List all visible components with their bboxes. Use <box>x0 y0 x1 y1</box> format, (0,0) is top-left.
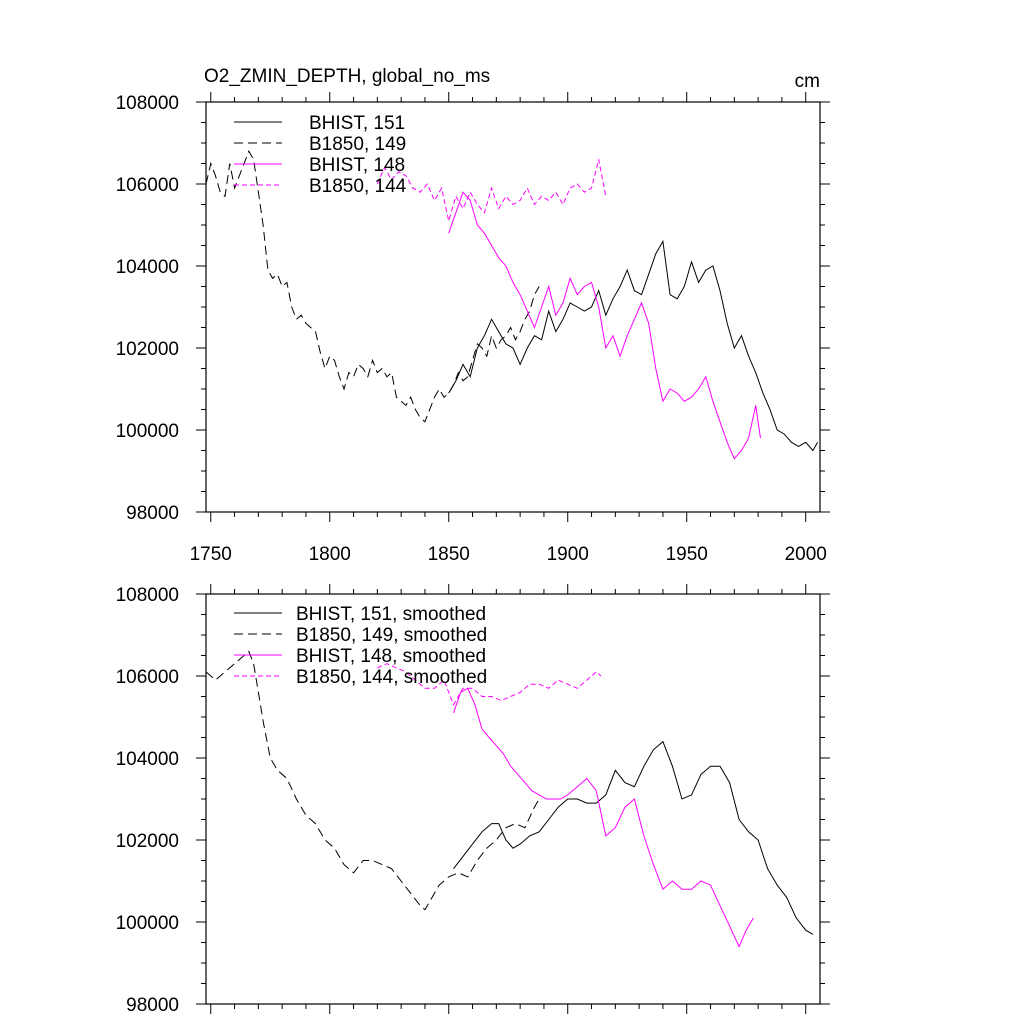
y-tick-label: 100000 <box>116 913 179 934</box>
legend-label: B1850, 149 <box>309 134 406 155</box>
y-tick-label: 104000 <box>116 749 179 770</box>
plot-title: O2_ZMIN_DEPTH, global_no_ms <box>204 66 490 87</box>
legend-label: B1850, 144, smoothed <box>296 667 487 688</box>
y-tick-label: 104000 <box>116 257 179 278</box>
top-plot-panel: O2_ZMIN_DEPTH, global_no_ms cm 98000 100… <box>116 66 830 565</box>
legend: BHIST, 151 B1850, 149 BHIST, 148 B1850, … <box>234 113 407 197</box>
y-tick-label: 98000 <box>126 995 179 1016</box>
y-tick-label: 102000 <box>116 339 179 360</box>
series-line-b1850-144-smoothed <box>377 663 602 706</box>
legend-label: BHIST, 151 <box>309 113 405 134</box>
y-tick-label: 100000 <box>116 421 179 442</box>
x-tick-label: 1950 <box>666 544 708 565</box>
y-tick-label: 98000 <box>126 503 179 524</box>
bottom-plot-panel: 98000 100000 102000 104000 106000 108000… <box>116 584 830 1016</box>
x-tick-label: 1750 <box>190 544 232 565</box>
x-tick-label: 2000 <box>785 544 827 565</box>
series-line-bhist-151 <box>448 239 819 452</box>
x-tick-label: 1850 <box>428 544 470 565</box>
x-tick-labels: 1750 1800 1850 1900 1950 2000 <box>190 544 827 565</box>
plot-frame <box>205 101 821 513</box>
series-lines <box>205 650 814 948</box>
legend-label: BHIST, 151, smoothed <box>296 604 486 625</box>
x-tick-label: 1900 <box>547 544 589 565</box>
legend-label: BHIST, 148 <box>309 155 405 176</box>
legend: BHIST, 151, smoothed B1850, 149, smoothe… <box>234 604 487 688</box>
series-line-b1850-149-smoothed <box>205 650 540 911</box>
tick-marks <box>196 92 830 522</box>
x-tick-label: 1800 <box>309 544 351 565</box>
legend-label: BHIST, 148, smoothed <box>296 646 486 667</box>
y-tick-label: 108000 <box>116 585 179 606</box>
tick-marks <box>196 584 830 1014</box>
series-line-bhist-151-smoothed <box>453 740 814 935</box>
units-label: cm <box>795 71 820 92</box>
legend-label: B1850, 149, smoothed <box>296 625 487 646</box>
series-line-bhist-148 <box>448 191 761 460</box>
series-line-b1850-149 <box>205 150 540 423</box>
y-tick-label: 106000 <box>116 667 179 688</box>
y-tick-label: 108000 <box>116 93 179 114</box>
series-lines <box>205 150 819 460</box>
y-tick-labels: 98000 100000 102000 104000 106000 108000 <box>116 585 179 1016</box>
y-tick-label: 106000 <box>116 175 179 196</box>
y-tick-label: 102000 <box>116 831 179 852</box>
series-line-bhist-148-smoothed <box>453 687 754 948</box>
legend-label: B1850, 144 <box>309 176 407 197</box>
series-line-b1850-144 <box>376 159 607 222</box>
y-tick-labels: 98000 100000 102000 104000 106000 108000 <box>116 93 179 524</box>
